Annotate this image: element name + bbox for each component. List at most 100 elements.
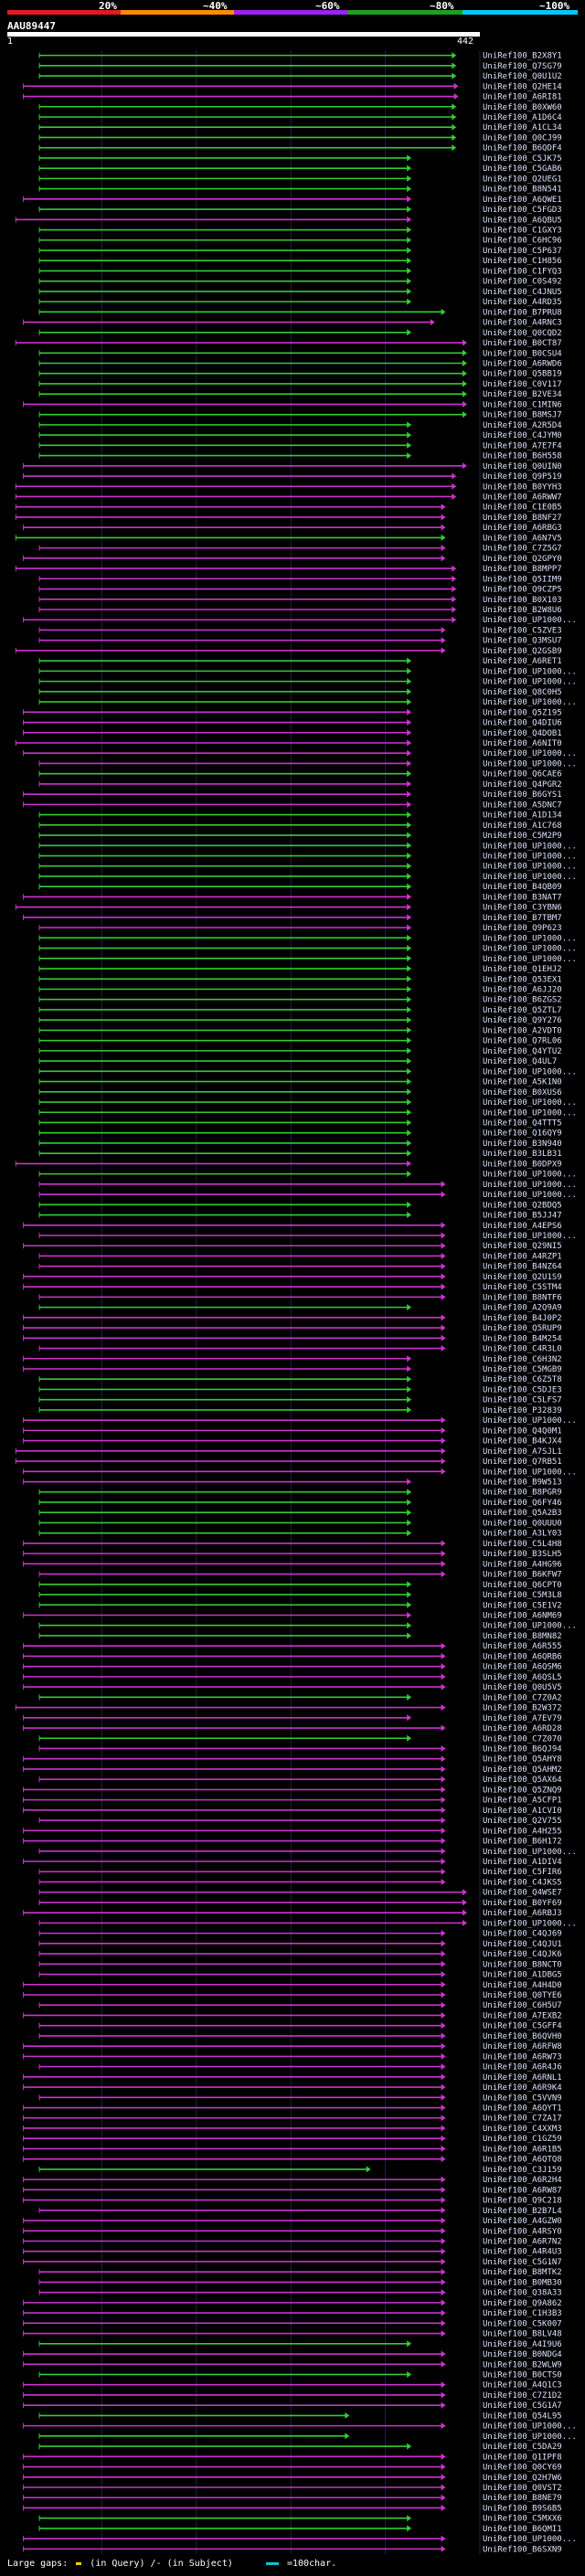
hit-label[interactable]: UniRef100_C5LFS7 <box>483 1396 562 1405</box>
hit-label[interactable]: UniRef100_C5FGD3 <box>483 206 562 215</box>
hit-row[interactable]: UniRef100_B5JJ47 <box>38 1212 562 1221</box>
hit-label[interactable]: UniRef100_Q7SG79 <box>483 62 562 71</box>
hit-label[interactable]: UniRef100_A6RI81 <box>483 93 562 102</box>
hit-row[interactable]: UniRef100_C5P637 <box>38 247 562 256</box>
hit-row[interactable]: UniRef100_A6NIT0 <box>15 739 562 748</box>
hit-label[interactable]: UniRef100_Q5ZTL7 <box>483 1006 562 1015</box>
hit-row[interactable]: UniRef100_A7EXB2 <box>23 2011 562 2020</box>
hit-label[interactable]: UniRef100_B0MB30 <box>483 2278 562 2287</box>
hit-row[interactable]: UniRef100_B0X103 <box>38 596 562 605</box>
hit-label[interactable]: UniRef100_C0S492 <box>483 278 562 287</box>
hit-row[interactable]: UniRef100_A1CL34 <box>38 123 562 133</box>
hit-row[interactable]: UniRef100_Q5BB19 <box>38 370 562 379</box>
hit-label[interactable]: UniRef100_B0CSU4 <box>483 349 562 358</box>
hit-row[interactable]: UniRef100_Q5AHM2 <box>23 1765 562 1775</box>
hit-label[interactable]: UniRef100_C3YBN6 <box>483 904 562 913</box>
hit-label[interactable]: UniRef100_A5CFP1 <box>483 1797 562 1806</box>
hit-label[interactable]: UniRef100_Q5AHM2 <box>483 1765 562 1775</box>
hit-row[interactable]: UniRef100_A7SJL1 <box>15 1447 562 1457</box>
hit-row[interactable]: UniRef100_C1GZ59 <box>23 2135 562 2144</box>
hit-label[interactable]: UniRef100_UP1000... <box>483 1098 577 1108</box>
hit-row[interactable]: UniRef100_B6QMI1 <box>38 2525 562 2534</box>
hit-label[interactable]: UniRef100_A6QBU5 <box>483 216 562 225</box>
hit-row[interactable]: UniRef100_C4R3L0 <box>38 1345 562 1354</box>
hit-row[interactable]: UniRef100_A6RBJ3 <box>23 1909 562 1918</box>
hit-label[interactable]: UniRef100_Q4Q0M1 <box>483 1426 562 1436</box>
hit-label[interactable]: UniRef100_C1GXY3 <box>483 227 562 236</box>
hit-row[interactable]: UniRef100_B8N541 <box>38 186 562 195</box>
hit-label[interactable]: UniRef100_UP1000... <box>483 1181 577 1190</box>
hit-row[interactable]: UniRef100_A6QRB6 <box>23 1652 562 1661</box>
hit-label[interactable]: UniRef100_A6RD28 <box>483 1724 562 1733</box>
hit-row[interactable]: UniRef100_A6RI81 <box>23 93 562 102</box>
hit-label[interactable]: UniRef100_Q9Y276 <box>483 1016 562 1025</box>
hit-row[interactable]: UniRef100_Q38A33 <box>38 2289 562 2298</box>
hit-row[interactable]: UniRef100_B6QVH0 <box>38 2032 562 2041</box>
hit-row[interactable]: UniRef100_A6R1B5 <box>23 2145 562 2154</box>
hit-row[interactable]: UniRef100_A1C768 <box>38 822 562 831</box>
hit-row[interactable]: UniRef100_B0XUS6 <box>38 1088 562 1097</box>
hit-row[interactable]: UniRef100_A4Q1C3 <box>23 2381 562 2390</box>
hit-label[interactable]: UniRef100_B0DPX9 <box>483 1160 562 1169</box>
hit-label[interactable]: UniRef100_UP1000... <box>483 1416 577 1426</box>
hit-row[interactable]: UniRef100_Q2BDQ5 <box>38 1201 562 1210</box>
hit-label[interactable]: UniRef100_B8N541 <box>483 186 562 195</box>
hit-label[interactable]: UniRef100_A6RWD6 <box>483 360 562 369</box>
hit-row[interactable]: UniRef100_A6RW87 <box>23 2186 562 2195</box>
hit-row[interactable]: UniRef100_Q2H7W6 <box>23 2474 562 2483</box>
hit-label[interactable]: UniRef100_C7Z5G7 <box>483 545 562 554</box>
hit-label[interactable]: UniRef100_Q4TTT5 <box>483 1118 562 1128</box>
hit-label[interactable]: UniRef100_UP1000... <box>483 842 577 851</box>
hit-row[interactable]: UniRef100_Q9C218 <box>23 2197 562 2206</box>
hit-row[interactable]: UniRef100_Q5A2B3 <box>38 1509 562 1518</box>
hit-label[interactable]: UniRef100_B8NF27 <box>483 514 562 523</box>
hit-row[interactable]: UniRef100_A1CVI0 <box>23 1807 562 1816</box>
hit-label[interactable]: UniRef100_A6R2H4 <box>483 2176 562 2185</box>
hit-row[interactable]: UniRef100_Q4UL7 <box>38 1057 557 1066</box>
hit-row[interactable]: UniRef100_UP1000... <box>23 2422 577 2432</box>
hit-row[interactable]: UniRef100_Q2V755 <box>38 1817 562 1826</box>
hit-label[interactable]: UniRef100_C5M2P9 <box>483 832 562 841</box>
hit-label[interactable]: UniRef100_C5P637 <box>483 247 562 256</box>
hit-label[interactable]: UniRef100_Q0U1U2 <box>483 72 562 81</box>
hit-row[interactable]: UniRef100_Q16QY9 <box>38 1129 562 1139</box>
hit-row[interactable]: UniRef100_UP1000... <box>38 1108 577 1118</box>
hit-row[interactable]: UniRef100_Q0U1U2 <box>38 72 562 81</box>
hit-label[interactable]: UniRef100_Q0U5V5 <box>483 1683 562 1692</box>
hit-label[interactable]: UniRef100_B6QMI1 <box>483 2525 562 2534</box>
hit-label[interactable]: UniRef100_Q0TYE6 <box>483 1991 562 2000</box>
hit-row[interactable]: UniRef100_C5VVN9 <box>38 2094 562 2103</box>
hit-label[interactable]: UniRef100_C5FIR6 <box>483 1868 562 1877</box>
hit-row[interactable]: UniRef100_UP1000... <box>38 842 577 851</box>
hit-row[interactable]: UniRef100_B8NF27 <box>15 514 562 523</box>
hit-row[interactable]: UniRef100_B8LV48 <box>23 2330 562 2339</box>
hit-row[interactable]: UniRef100_B4M254 <box>23 1334 562 1343</box>
hit-label[interactable]: UniRef100_UP1000... <box>483 1468 577 1477</box>
hit-row[interactable]: UniRef100_C5GFF4 <box>38 2022 562 2031</box>
hit-label[interactable]: UniRef100_C6HC96 <box>483 237 562 246</box>
hit-row[interactable]: UniRef100_UP1000... <box>38 863 577 872</box>
hit-row[interactable]: UniRef100_C5G1N7 <box>23 2258 562 2267</box>
hit-label[interactable]: UniRef100_C5MGB9 <box>483 1365 562 1374</box>
hit-row[interactable]: UniRef100_A5DNC7 <box>23 800 562 810</box>
hit-row[interactable]: UniRef100_C5LFS7 <box>38 1396 562 1405</box>
hit-row[interactable]: UniRef100_UP1000... <box>23 616 577 625</box>
hit-label[interactable]: UniRef100_UP1000... <box>483 853 577 862</box>
hit-row[interactable]: UniRef100_UP1000... <box>38 945 577 954</box>
hit-label[interactable]: UniRef100_B2W372 <box>483 1704 562 1713</box>
hit-row[interactable]: UniRef100_Q29NI5 <box>23 1242 562 1251</box>
hit-row[interactable]: UniRef100_A6R7N2 <box>23 2238 562 2247</box>
hit-row[interactable]: UniRef100_Q5IIM9 <box>38 575 562 584</box>
hit-label[interactable]: UniRef100_C4JNU5 <box>483 288 562 297</box>
hit-label[interactable]: UniRef100_Q16QY9 <box>483 1129 562 1139</box>
hit-row[interactable]: UniRef100_C5DA29 <box>38 2443 562 2452</box>
hit-label[interactable]: UniRef100_UP1000... <box>483 2433 577 2442</box>
hit-row[interactable]: UniRef100_Q7RB51 <box>15 1458 562 1467</box>
hit-row[interactable]: UniRef100_A6RBG3 <box>23 524 562 533</box>
hit-label[interactable]: UniRef100_Q2HE14 <box>483 82 562 91</box>
hit-row[interactable]: UniRef100_Q6FY46 <box>38 1499 562 1508</box>
hit-row[interactable]: UniRef100_B6GYS1 <box>23 790 562 800</box>
hit-row[interactable]: UniRef100_Q4Q0M1 <box>23 1426 562 1436</box>
hit-label[interactable]: UniRef100_Q2H7W6 <box>483 2474 562 2483</box>
hit-row[interactable]: UniRef100_A6QYT1 <box>23 2104 562 2114</box>
